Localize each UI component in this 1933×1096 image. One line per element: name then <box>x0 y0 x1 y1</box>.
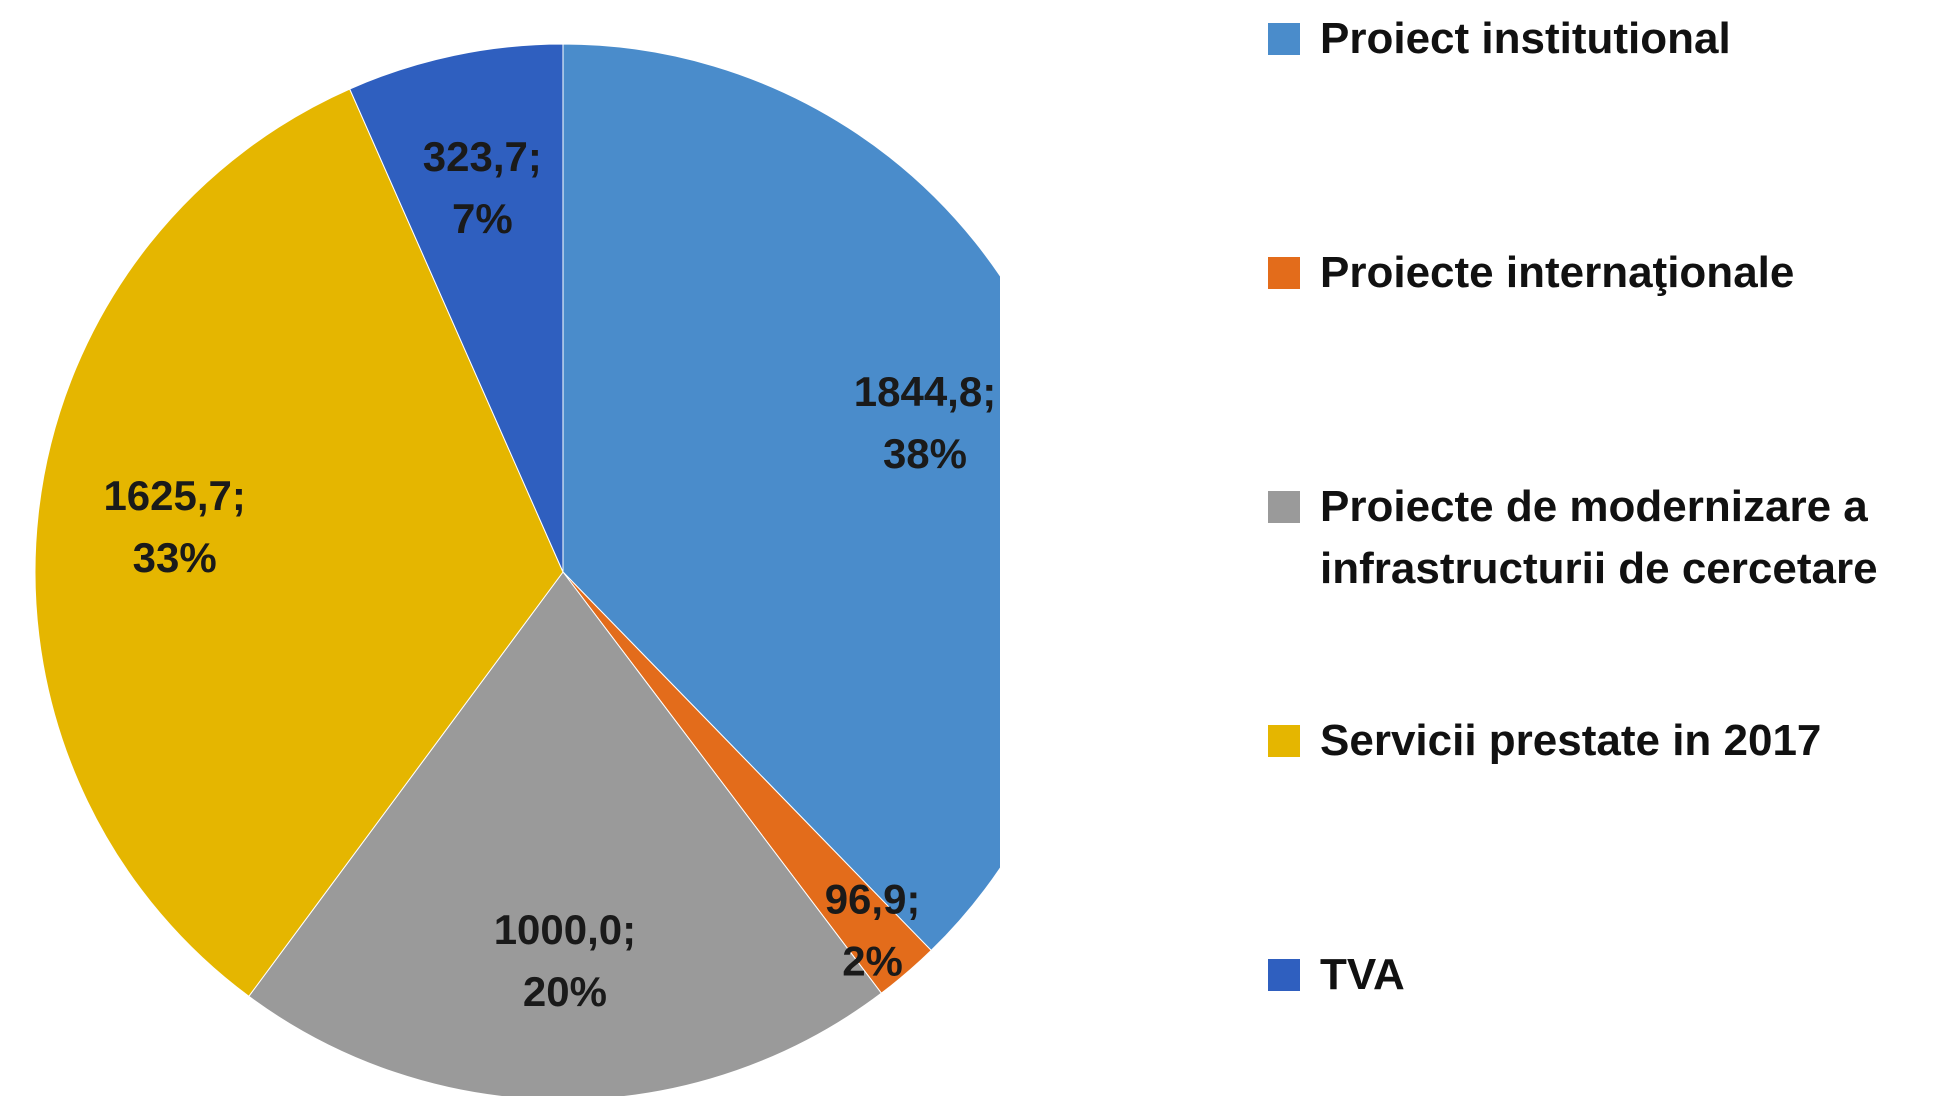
data-label: 96,9; <box>825 876 921 923</box>
legend-label: TVA <box>1320 950 1405 999</box>
legend-item: Proiecte internaţionale <box>1268 242 1794 304</box>
data-label: 1625,7; <box>103 472 245 519</box>
data-label: 323,7; <box>423 133 542 180</box>
legend-swatch <box>1268 23 1300 55</box>
legend-label: Servicii prestate in 2017 <box>1320 716 1822 765</box>
data-label: 1000,0; <box>494 906 636 953</box>
legend-item: Proiecte de modernizare a infrastructuri… <box>1268 476 1920 600</box>
legend-label: Proiect institutional <box>1320 14 1731 63</box>
legend-item: Proiect institutional <box>1268 8 1731 70</box>
legend-label: Proiecte de modernizare a infrastructuri… <box>1320 482 1878 593</box>
legend-swatch <box>1268 959 1300 991</box>
pie-slice <box>248 571 883 1096</box>
legend: Proiect institutional Proiecte internaţio… <box>1268 0 1928 1096</box>
data-label: 38% <box>883 430 967 477</box>
data-label: 33% <box>133 534 217 581</box>
data-label: 1844,8; <box>854 368 996 415</box>
data-label: 7% <box>452 195 513 242</box>
data-label: 2% <box>842 938 903 985</box>
legend-swatch <box>1268 257 1300 289</box>
legend-label: Proiecte internaţionale <box>1320 248 1795 297</box>
legend-swatch <box>1268 491 1300 523</box>
pie-slice <box>562 43 1000 952</box>
legend-item: TVA <box>1268 944 1405 1006</box>
pie-slice <box>349 43 564 573</box>
chart: 1844,8; 38% 96,9; 2% 1000,0; 20% 1625,7; 33% 323… <box>34 43 1000 1096</box>
data-label: 20% <box>523 968 607 1015</box>
legend-item: Servicii prestate in 2017 <box>1268 710 1821 772</box>
legend-swatch <box>1268 725 1300 757</box>
pie-slice <box>34 88 564 998</box>
